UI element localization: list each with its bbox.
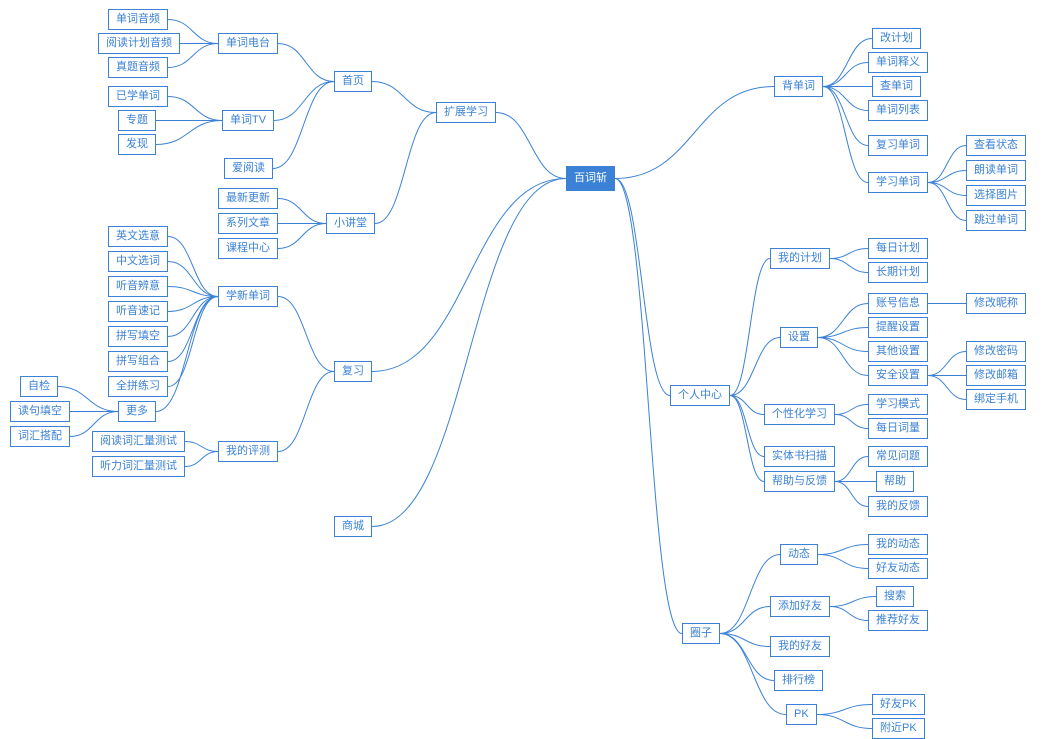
node-l1b2: 系列文章 [218, 213, 278, 234]
node-r3d: 排行榜 [774, 670, 823, 691]
node-r3a2: 好友动态 [868, 558, 928, 579]
node-l2a8b: 读句填空 [10, 401, 70, 422]
node-l2a6: 拼写组合 [108, 351, 168, 372]
node-l2a4: 听音速记 [108, 301, 168, 322]
node-l1a3: 爱阅读 [224, 158, 273, 179]
node-r3a: 动态 [780, 544, 818, 565]
node-l2a8a: 自检 [20, 376, 58, 397]
node-l1b3: 课程中心 [218, 238, 278, 259]
node-l1: 扩展学习 [436, 102, 496, 123]
node-r2c1: 学习模式 [868, 394, 928, 415]
node-r2a2: 长期计划 [868, 262, 928, 283]
node-r3e: PK [786, 704, 817, 725]
node-r1d: 单词列表 [868, 100, 928, 121]
node-r2e: 帮助与反馈 [764, 471, 835, 492]
node-r1: 背单词 [774, 76, 823, 97]
node-r2b1: 账号信息 [868, 293, 928, 314]
node-r2a: 我的计划 [770, 248, 830, 269]
node-r2b: 设置 [780, 327, 818, 348]
node-l1a1a: 单词音频 [108, 9, 168, 30]
node-l2a8c: 词汇搭配 [10, 426, 70, 447]
node-r2: 个人中心 [670, 385, 730, 406]
node-r3a1: 我的动态 [868, 534, 928, 555]
node-r1f3: 选择图片 [966, 185, 1026, 206]
node-l2b: 我的评测 [218, 441, 278, 462]
node-r2d: 实体书扫描 [764, 446, 835, 467]
node-l2b1: 阅读词汇量测试 [92, 431, 185, 452]
node-r1a: 改计划 [872, 28, 921, 49]
node-l1a2a: 已学单词 [108, 86, 168, 107]
node-r1f1: 查看状态 [966, 135, 1026, 156]
node-l2a7: 全拼练习 [108, 376, 168, 397]
node-r2b1a: 修改昵称 [966, 293, 1026, 314]
node-l1a2: 单词TV [222, 110, 274, 131]
node-r2b2: 提醒设置 [868, 317, 928, 338]
node-l1a2c: 发现 [118, 134, 156, 155]
node-l2a5: 拼写填空 [108, 326, 168, 347]
node-r3c: 我的好友 [770, 636, 830, 657]
node-l2a1: 英文选意 [108, 226, 168, 247]
node-l1a1c: 真题音频 [108, 57, 168, 78]
node-r1f: 学习单词 [868, 172, 928, 193]
node-r3b1: 搜索 [876, 586, 914, 607]
node-l1b1: 最新更新 [218, 188, 278, 209]
node-r1f2: 朗读单词 [966, 160, 1026, 181]
node-r3: 圈子 [682, 623, 720, 644]
node-l1b: 小讲堂 [326, 213, 375, 234]
node-r1f4: 跳过单词 [966, 210, 1026, 231]
node-l2a8: 更多 [118, 401, 156, 422]
node-r2b4b: 修改邮箱 [966, 365, 1026, 386]
node-l3: 商城 [334, 516, 372, 537]
node-r1b: 单词释义 [868, 52, 928, 73]
node-l1a1b: 阅读计划音频 [98, 33, 180, 54]
node-r1e: 复习单词 [868, 135, 928, 156]
node-r2b4: 安全设置 [868, 365, 928, 386]
node-l2b2: 听力词汇量测试 [92, 456, 185, 477]
node-r2e1: 常见问题 [868, 446, 928, 467]
node-l1a: 首页 [334, 71, 372, 92]
node-r2b4a: 修改密码 [966, 341, 1026, 362]
node-l2a3: 听音辨意 [108, 276, 168, 297]
node-r2c2: 每日词量 [868, 418, 928, 439]
node-r2b4c: 绑定手机 [966, 389, 1026, 410]
node-r3e1: 好友PK [872, 694, 925, 715]
node-r2a1: 每日计划 [868, 238, 928, 259]
node-r2c: 个性化学习 [764, 404, 835, 425]
node-r3b2: 推荐好友 [868, 610, 928, 631]
node-l2: 复习 [334, 361, 372, 382]
node-root: 百词斩 [566, 166, 615, 191]
node-l1a2b: 专题 [118, 110, 156, 131]
node-r3e2: 附近PK [872, 718, 925, 739]
node-r3b: 添加好友 [770, 596, 830, 617]
node-l1a1: 单词电台 [218, 33, 278, 54]
node-l2a: 学新单词 [218, 286, 278, 307]
node-r1c: 查单词 [872, 76, 921, 97]
node-r2e2: 帮助 [876, 471, 914, 492]
node-r2e3: 我的反馈 [868, 496, 928, 517]
node-l2a2: 中文选词 [108, 251, 168, 272]
node-r2b3: 其他设置 [868, 341, 928, 362]
